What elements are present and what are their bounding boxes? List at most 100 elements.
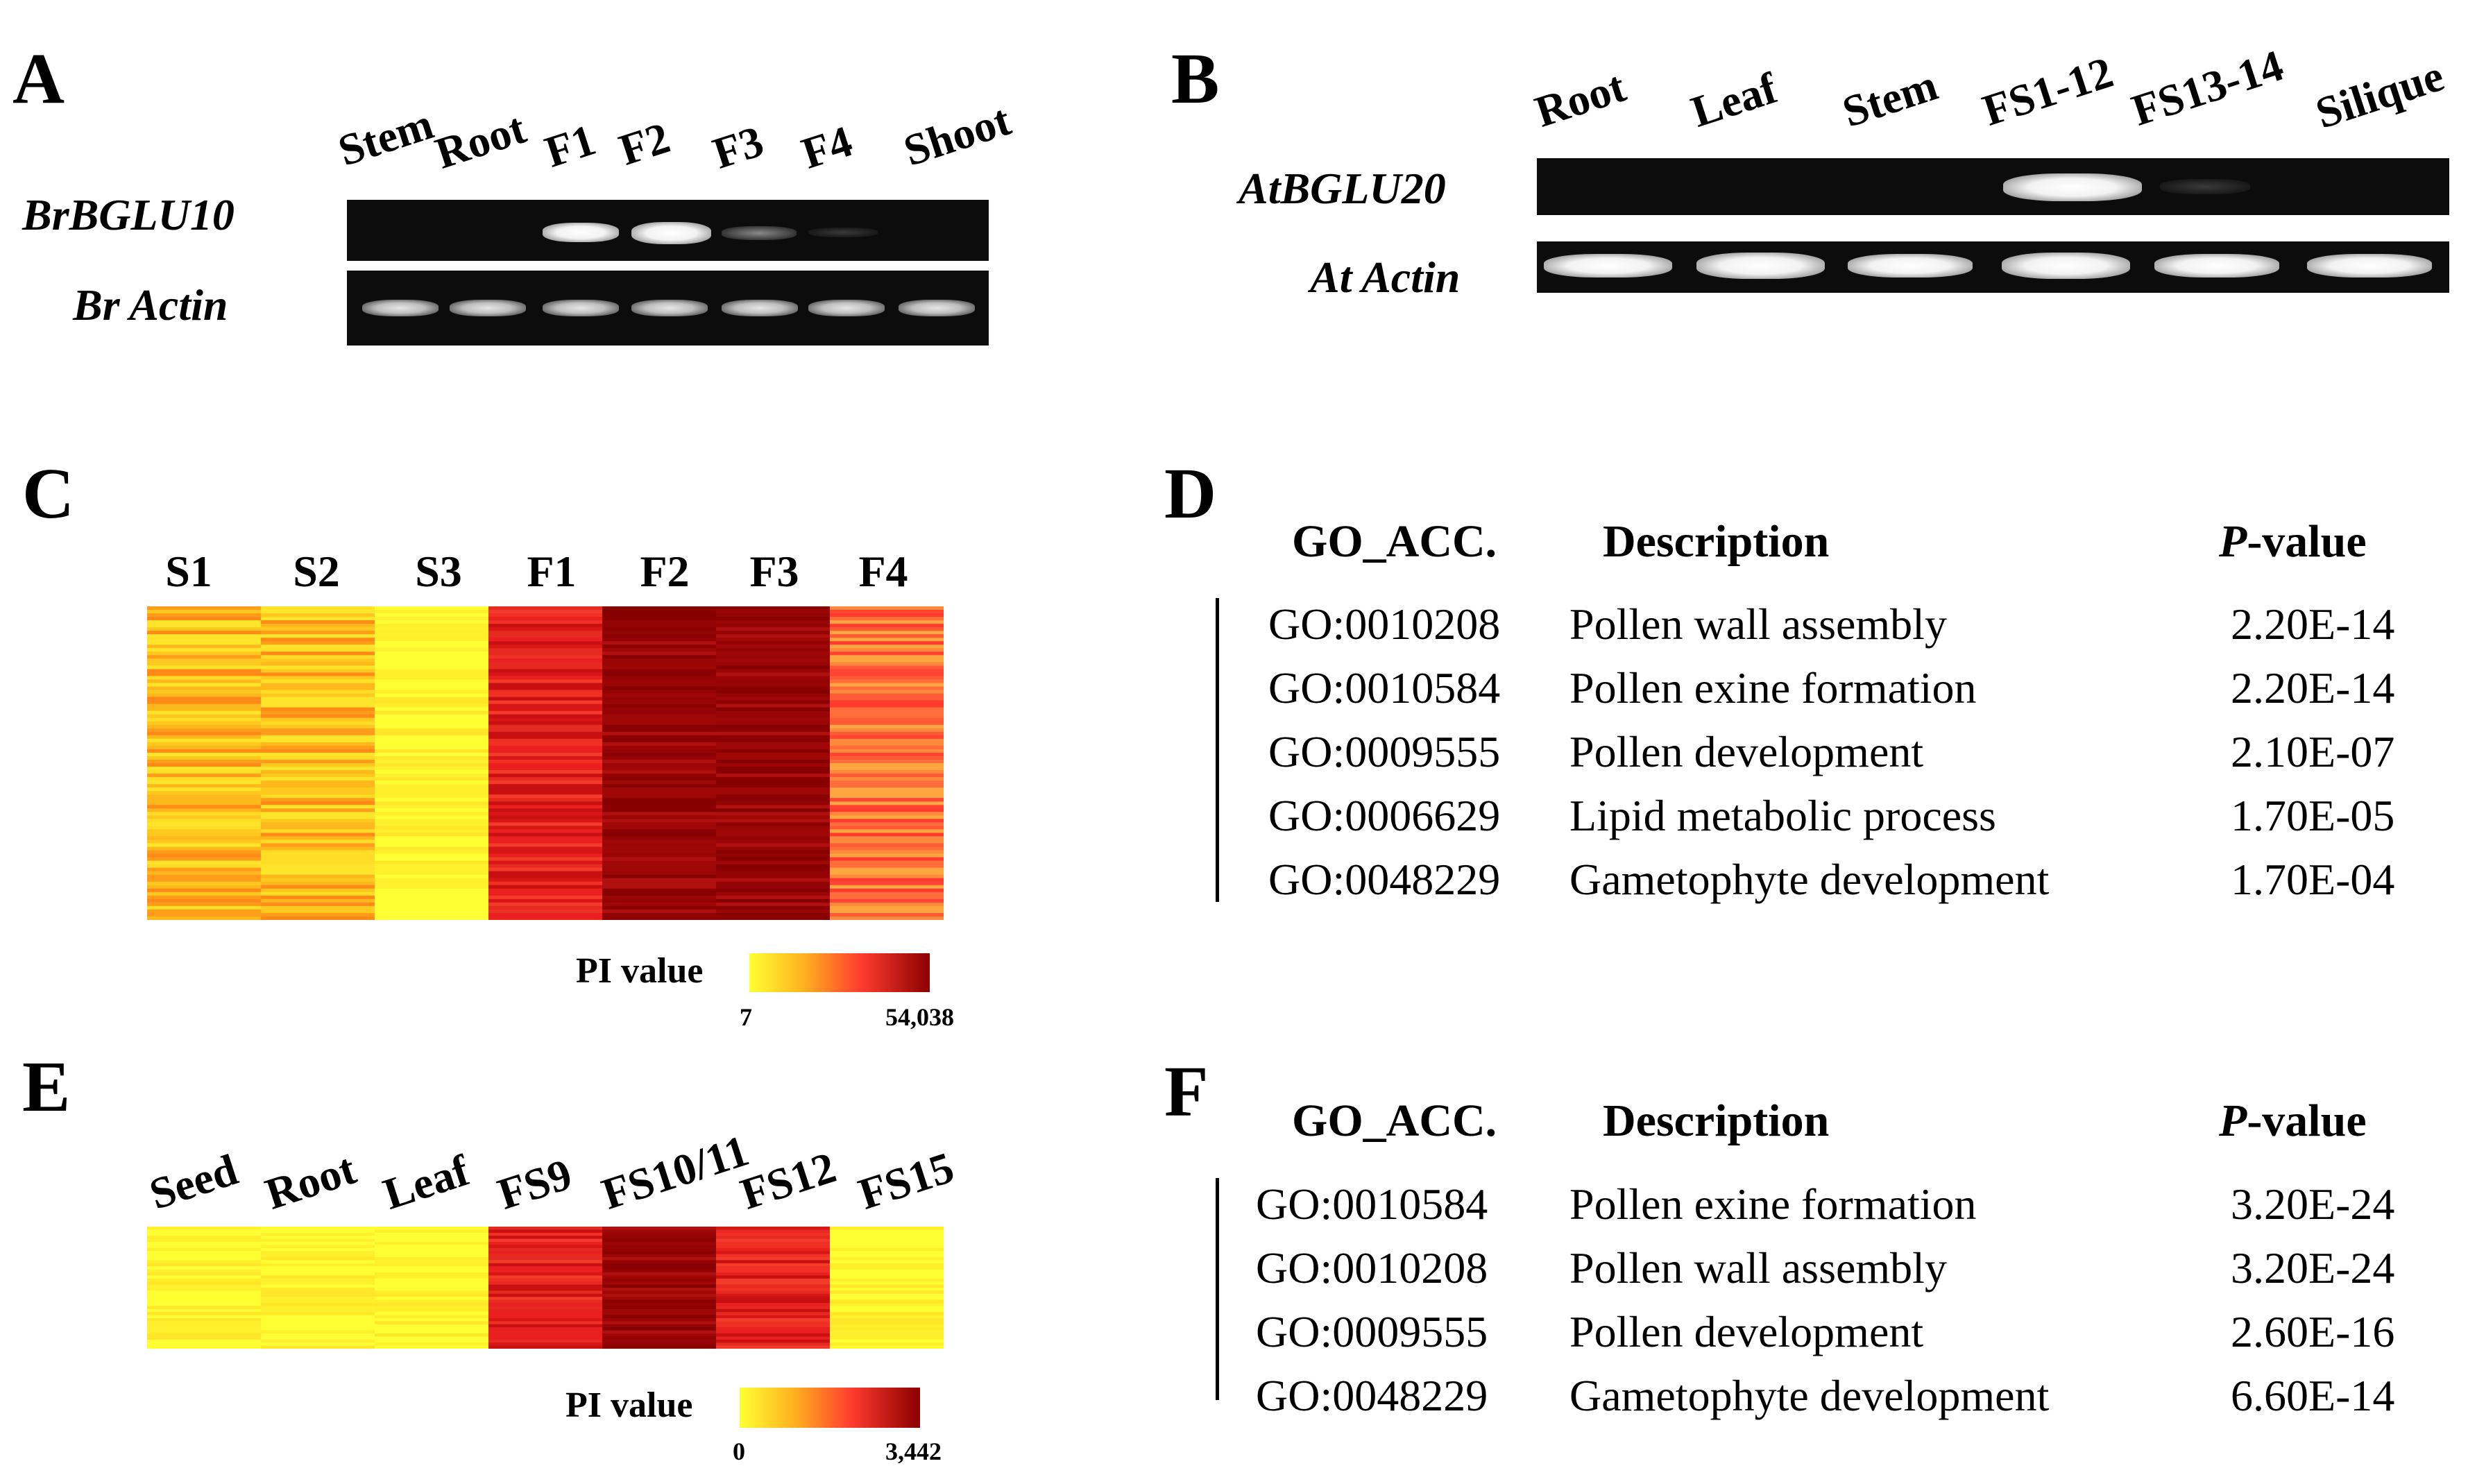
heatmap-cell	[488, 627, 603, 631]
heatmap-cell	[602, 826, 717, 830]
heatmap-cell	[602, 1284, 717, 1288]
heatmap-cell	[261, 1232, 375, 1236]
heatmap-cell	[602, 822, 717, 826]
heatmap-cell	[602, 683, 717, 688]
heatmap-cell	[488, 808, 603, 812]
heatmap-cell	[147, 871, 262, 876]
heatmap-cell	[261, 791, 375, 795]
heatmap-cell	[830, 895, 944, 900]
heatmap-cell	[488, 1245, 603, 1249]
heatmap-e-col-fs12: FS12	[734, 1142, 842, 1219]
heatmap-cell	[375, 756, 489, 760]
heatmap-cell	[488, 1236, 603, 1240]
heatmap-cell	[602, 1269, 717, 1273]
heatmap-cell	[147, 679, 262, 684]
heatmap-cell	[375, 745, 489, 750]
heatmap-cell	[375, 892, 489, 896]
heatmap-cell	[716, 620, 831, 624]
d-header-pvalue: P-value	[2219, 519, 2367, 565]
heatmap-cell	[261, 767, 375, 771]
heatmap-cell	[488, 822, 603, 826]
heatmap-cell	[261, 634, 375, 638]
heatmap-cell	[716, 798, 831, 802]
heatmap-cell	[488, 892, 603, 896]
heatmap-cell	[261, 627, 375, 631]
heatmap-c-column-3	[375, 606, 489, 920]
lane-label-a-stem: Stem	[332, 99, 439, 176]
heatmap-cell	[830, 714, 944, 719]
heatmap-cell	[830, 728, 944, 733]
heatmap-cell	[375, 1336, 489, 1340]
heatmap-cell	[830, 787, 944, 792]
heatmap-cell	[375, 1260, 489, 1264]
f-header-acc: GO_ACC.	[1292, 1095, 1497, 1146]
heatmap-cell	[375, 752, 489, 757]
heatmap-cell	[147, 745, 262, 750]
heatmap-cell	[147, 759, 262, 764]
heatmap-cell	[261, 717, 375, 722]
heatmap-cell	[602, 850, 717, 855]
heatmap-cell	[488, 1281, 603, 1286]
heatmap-cell	[375, 728, 489, 733]
heatmap-cell	[488, 1260, 603, 1264]
heatmap-cell	[716, 829, 831, 834]
f-row-1-acc: GO:0010584	[1256, 1179, 1488, 1229]
heatmap-cell	[830, 1236, 944, 1240]
heatmap-cell	[147, 1242, 262, 1245]
heatmap-cell	[830, 1278, 944, 1282]
heatmap-cell	[375, 662, 489, 666]
heatmap-cell	[716, 888, 831, 893]
heatmap-cell	[375, 606, 489, 611]
heatmap-cell	[716, 624, 831, 628]
heatmap-cell	[716, 767, 831, 771]
heatmap-cell	[147, 892, 262, 896]
heatmap-cell	[488, 763, 603, 767]
heatmap-cell	[830, 1245, 944, 1249]
heatmap-cell	[488, 1321, 603, 1325]
heatmap-cell	[261, 898, 375, 903]
heatmap-cell	[830, 617, 944, 621]
heatmap-cell	[830, 1336, 944, 1340]
heatmap-cell	[375, 864, 489, 869]
heatmap-cell	[602, 1257, 717, 1261]
band-a-actin-5	[722, 300, 798, 316]
heatmap-cell	[716, 672, 831, 677]
heatmap-cell	[716, 714, 831, 719]
heatmap-cell	[375, 1254, 489, 1258]
heatmap-cell	[488, 1290, 603, 1295]
heatmap-cell	[147, 1327, 262, 1331]
heatmap-cell	[488, 878, 603, 882]
lane-label-a-f2: F2	[613, 112, 676, 175]
heatmap-cell	[147, 1278, 262, 1282]
heatmap-cell	[716, 892, 831, 896]
heatmap-cell	[488, 749, 603, 753]
heatmap-cell	[830, 638, 944, 642]
heatmap-cell	[602, 756, 717, 760]
heatmap-cell	[147, 885, 262, 889]
heatmap-cell	[375, 836, 489, 841]
heatmap-cell	[261, 1260, 375, 1264]
heatmap-cell	[261, 624, 375, 628]
heatmap-cell	[488, 700, 603, 705]
heatmap-cell	[602, 1229, 717, 1234]
heatmap-cell	[375, 742, 489, 747]
heatmap-cell	[602, 801, 717, 805]
heatmap-cell	[375, 777, 489, 781]
heatmap-cell	[830, 679, 944, 684]
heatmap-cell	[261, 1238, 375, 1243]
heatmap-c-col-s2: S2	[293, 547, 340, 596]
heatmap-cell	[147, 651, 262, 656]
heatmap-cell	[716, 1254, 831, 1258]
heatmap-cell	[716, 812, 831, 816]
heatmap-cell	[375, 1321, 489, 1325]
heatmap-cell	[147, 833, 262, 837]
heatmap-cell	[375, 826, 489, 830]
heatmap-cell	[488, 679, 603, 684]
heatmap-cell	[147, 624, 262, 628]
f-table-rule	[1216, 1178, 1219, 1400]
heatmap-cell	[830, 1345, 944, 1349]
heatmap-cell	[375, 787, 489, 792]
f-row-4-desc: Gametophyte development	[1569, 1371, 2050, 1420]
heatmap-cell	[375, 690, 489, 694]
heatmap-cell	[716, 777, 831, 781]
